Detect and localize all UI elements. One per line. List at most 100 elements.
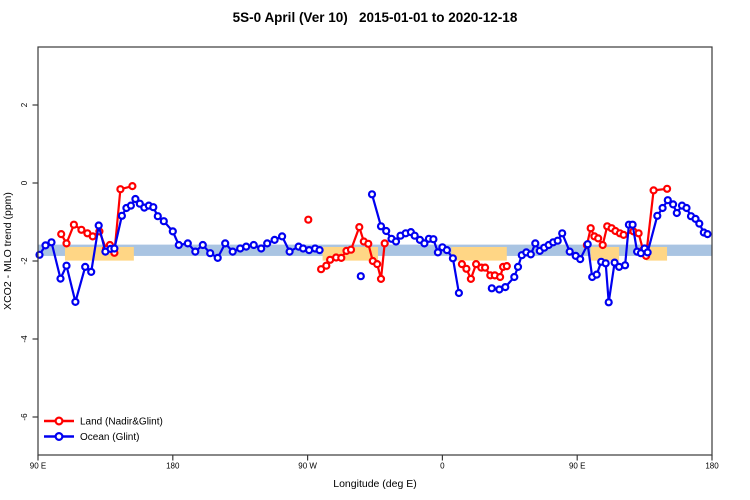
ocean-marker — [257, 244, 266, 253]
ocean-marker — [531, 239, 540, 248]
y-tick-label: -4 — [20, 335, 29, 343]
legend-entry-ocean: Ocean (Glint) — [44, 432, 139, 443]
legend: Land (Nadir&Glint) Ocean (Glint) — [44, 416, 163, 443]
ocean-marker — [558, 229, 567, 238]
ocean-marker — [367, 190, 377, 199]
ocean-marker — [576, 255, 585, 264]
ocean-marker — [110, 244, 119, 253]
land-marker — [364, 239, 373, 248]
ocean-marker — [153, 212, 162, 221]
ocean-marker — [183, 239, 192, 248]
legend-ocean-marker — [54, 432, 64, 442]
ocean-marker — [242, 242, 251, 251]
y-tick-label: 0 — [20, 180, 29, 185]
ocean-marker — [249, 240, 258, 250]
x-tick-label: 90 E — [30, 462, 46, 471]
ocean-marker — [658, 203, 667, 213]
ocean-marker — [513, 262, 523, 271]
y-tick-label: -6 — [20, 413, 29, 421]
ocean-marker — [47, 238, 56, 247]
land-mean-band — [451, 246, 507, 261]
land-marker — [346, 245, 356, 254]
land-marker — [598, 240, 607, 250]
legend-land-marker — [54, 416, 64, 426]
ocean-marker — [94, 221, 103, 230]
land-marker — [457, 260, 466, 269]
ocean-marker — [270, 235, 279, 244]
land-marker — [337, 253, 346, 262]
land-marker — [304, 215, 313, 224]
land-marker — [57, 230, 66, 239]
land-marker — [62, 239, 71, 248]
y-axis-label: XCO2 - MLO trend (ppm) — [2, 192, 14, 310]
ocean-marker — [643, 248, 652, 257]
ocean-marker — [672, 208, 681, 218]
ocean-marker — [213, 253, 222, 262]
ocean-marker — [448, 254, 457, 263]
land-series — [57, 182, 672, 283]
ocean-marker — [442, 246, 451, 255]
land-marker — [586, 224, 595, 233]
ocean-marker — [703, 230, 712, 239]
land-mean-band — [646, 246, 668, 261]
ocean-marker — [191, 247, 200, 256]
land-marker — [355, 223, 364, 232]
land-marker — [116, 185, 125, 194]
ocean-marker — [376, 222, 386, 231]
ocean-marker — [41, 241, 50, 250]
land-marker — [462, 264, 471, 273]
ocean-marker — [420, 239, 429, 248]
ocean-marker — [81, 262, 90, 271]
ocean-marker — [526, 250, 535, 259]
ocean-marker — [565, 247, 574, 256]
ocean-marker — [206, 249, 215, 258]
ocean-marker — [487, 284, 496, 293]
land-marker — [619, 230, 628, 239]
land-marker — [77, 225, 86, 234]
ocean-marker — [610, 258, 619, 267]
ocean-marker — [620, 261, 630, 270]
ocean-marker — [149, 203, 158, 212]
land-marker — [88, 232, 97, 241]
x-tick-label: 180 — [705, 462, 719, 471]
ocean-marker — [131, 194, 140, 204]
ocean-marker — [62, 261, 71, 270]
ocean-marker — [168, 227, 177, 236]
land-mean-band — [590, 246, 620, 261]
ocean-marker — [682, 203, 691, 213]
ocean-marker — [501, 283, 510, 292]
land-marker — [317, 265, 326, 274]
land-marker — [662, 184, 672, 193]
ocean-marker — [553, 236, 562, 245]
ocean-marker — [454, 288, 463, 298]
ocean-marker — [285, 247, 294, 256]
ocean-marker — [628, 220, 637, 229]
land-marker — [69, 220, 79, 229]
land-mean-band — [64, 246, 134, 261]
ocean-marker — [663, 196, 672, 205]
data-series — [35, 182, 712, 307]
ocean-marker — [87, 267, 96, 276]
x-tick-label: 90 W — [298, 462, 317, 471]
ocean-marker — [278, 232, 287, 241]
land-marker — [496, 272, 505, 282]
ocean-marker — [356, 272, 365, 281]
ocean-marker — [71, 297, 80, 306]
legend-ocean-label: Ocean (Glint) — [80, 432, 139, 443]
ocean-marker — [429, 235, 438, 244]
x-axis-label: Longitude (deg E) — [333, 478, 416, 490]
ocean-marker — [668, 200, 678, 209]
ocean-marker — [653, 211, 662, 220]
legend-land-label: Land (Nadir&Glint) — [80, 417, 163, 428]
land-marker — [472, 260, 481, 269]
land-marker — [376, 274, 386, 283]
ocean-marker — [221, 239, 230, 248]
ocean-marker — [159, 217, 168, 226]
land-marker — [649, 186, 658, 195]
ocean-marker — [56, 274, 65, 283]
land-marker — [373, 260, 382, 269]
ocean-series — [35, 190, 712, 307]
x-tick-label: 0 — [440, 462, 445, 471]
